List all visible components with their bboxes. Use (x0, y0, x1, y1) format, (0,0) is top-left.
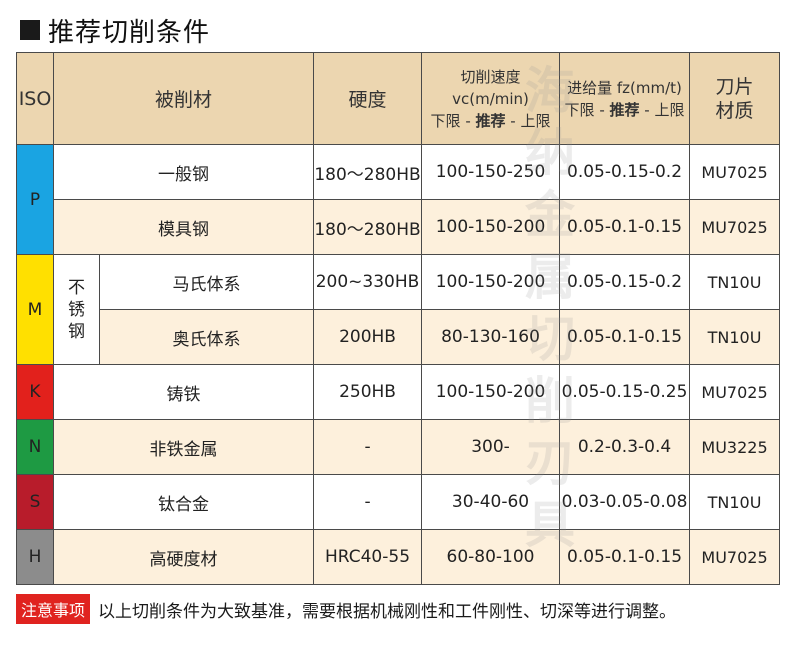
material-cell: 钛合金 (52, 474, 315, 530)
grade-cell: MU7025 (689, 364, 781, 420)
grade-cell: TN10U (689, 309, 781, 365)
hardness-cell: 200HB (313, 309, 423, 365)
caution-note: 注意事项 以上切削条件为大致基准，需要根据机械刚性和工件刚性、切深等进行调整。 (16, 594, 676, 624)
table-row: S 钛合金 - 30-40-60 0.03-0.05-0.08 TN10U (16, 474, 781, 530)
header-cutting-speed-range: 下限 - 推荐 - 上限 (430, 111, 551, 130)
grade-cell: MU7025 (689, 529, 781, 585)
grade-cell: MU3225 (689, 419, 781, 475)
speed-cell: 60-80-100 (421, 529, 561, 585)
table-row: H 高硬度材 HRC40-55 60-80-100 0.05-0.1-0.15 … (16, 529, 781, 585)
feed-cell: 0.05-0.1-0.15 (559, 309, 691, 365)
grade-cell: TN10U (689, 474, 781, 530)
hardness-cell: 250HB (313, 364, 423, 420)
speed-cell: 80-130-160 (421, 309, 561, 365)
speed-cell: 100-150-250 (421, 144, 561, 200)
table-row: P 一般钢 180～280HB 100-150-250 0.05-0.15-0.… (16, 144, 781, 255)
table-row: 模具钢 180～280HB 100-150-200 0.05-0.1-0.15 … (17, 199, 781, 255)
page-title-text: 推荐切削条件 (48, 17, 211, 48)
table-row: M 不锈钢 马氏体系 200~330HB 100-150-200 0.05-0.… (16, 254, 781, 365)
square-bullet-icon (20, 20, 40, 40)
header-hardness: 硬度 (313, 52, 423, 145)
page-title: 推荐切削条件 (20, 14, 211, 48)
material-cell: 奥氏体系 (98, 309, 315, 365)
grade-cell: TN10U (689, 254, 781, 310)
hardness-cell: 180～280HB (313, 199, 423, 255)
speed-cell: 100-150-200 (421, 199, 561, 255)
feed-cell: 0.05-0.15-0.2 (559, 144, 691, 200)
grade-cell: MU7025 (689, 144, 781, 200)
header-iso: ISO (16, 52, 54, 145)
header-cutting-speed: 切削速度 vc(m/min) 下限 - 推荐 - 上限 (421, 52, 561, 145)
speed-cell: 300- (421, 419, 561, 475)
feed-cell: 0.05-0.15-0.2 (559, 254, 691, 310)
material-cell: 非铁金属 (52, 419, 315, 475)
stainless-steel-label: 不锈钢 (53, 254, 100, 365)
speed-cell: 100-150-200 (421, 364, 561, 420)
table-row: N 非铁金属 - 300- 0.2-0.3-0.4 MU3225 (16, 419, 781, 475)
caution-tag: 注意事项 (16, 594, 91, 624)
iso-group-p: P (16, 144, 54, 255)
material-cell: 铸铁 (52, 364, 315, 420)
feed-cell: 0.05-0.15-0.25 (559, 364, 691, 420)
header-blade-grade: 刀片 材质 (689, 52, 781, 145)
header-feed: 进给量 fz(mm/t) 下限 - 推荐 - 上限 (559, 52, 691, 145)
feed-cell: 0.05-0.1-0.15 (559, 529, 691, 585)
speed-cell: 100-150-200 (421, 254, 561, 310)
feed-cell: 0.2-0.3-0.4 (559, 419, 691, 475)
table-row: K 铸铁 250HB 100-150-200 0.05-0.15-0.25 MU… (16, 364, 781, 420)
hardness-cell: HRC40-55 (313, 529, 423, 585)
speed-cell: 30-40-60 (421, 474, 561, 530)
table-header-row: ISO 被削材 硬度 切削速度 vc(m/min) 下限 - 推荐 - 上限 进… (16, 52, 781, 145)
iso-group-s: S (16, 474, 54, 530)
iso-group-k: K (16, 364, 54, 420)
table-row: 奥氏体系 200HB 80-130-160 0.05-0.1-0.15 TN10… (17, 309, 781, 365)
material-cell: 高硬度材 (52, 529, 315, 585)
material-cell: 马氏体系 (98, 254, 315, 310)
hardness-cell: - (313, 419, 423, 475)
cutting-conditions-table: ISO 被削材 硬度 切削速度 vc(m/min) 下限 - 推荐 - 上限 进… (16, 52, 781, 585)
caution-text: 以上切削条件为大致基准，需要根据机械刚性和工件刚性、切深等进行调整。 (98, 601, 677, 622)
iso-group-h: H (16, 529, 54, 585)
material-cell: 一般钢 (52, 144, 315, 200)
hardness-cell: - (313, 474, 423, 530)
feed-cell: 0.05-0.1-0.15 (559, 199, 691, 255)
feed-cell: 0.03-0.05-0.08 (559, 474, 691, 530)
iso-group-n: N (16, 419, 54, 475)
header-cutting-speed-title: 切削速度 vc(m/min) (452, 67, 529, 108)
grade-cell: MU7025 (689, 199, 781, 255)
material-cell: 模具钢 (52, 199, 315, 255)
hardness-cell: 180～280HB (313, 144, 423, 200)
iso-group-m: M (16, 254, 54, 365)
header-feed-title: 进给量 fz(mm/t) (567, 78, 682, 97)
header-feed-range: 下限 - 推荐 - 上限 (564, 100, 685, 119)
hardness-cell: 200~330HB (313, 254, 423, 310)
header-material: 被削材 (52, 52, 315, 145)
